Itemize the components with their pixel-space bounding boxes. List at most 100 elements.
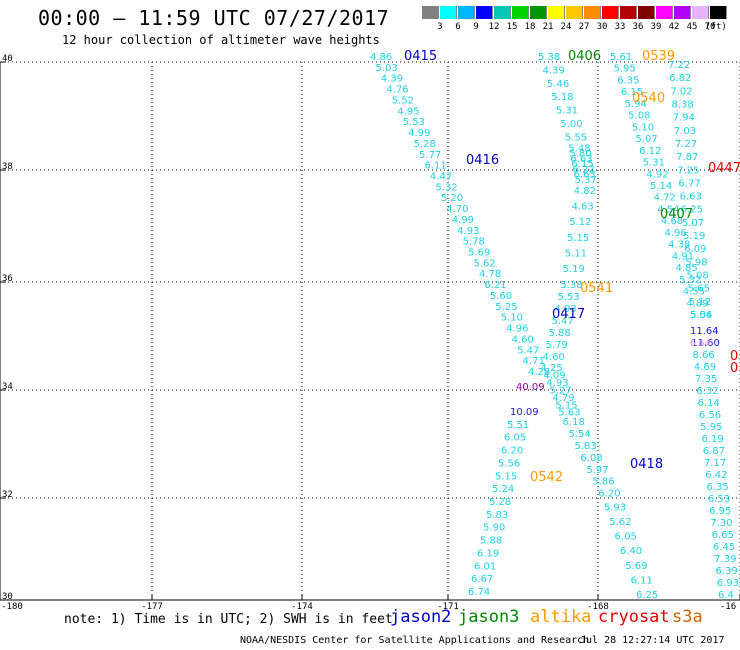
- scale-label: 36: [632, 22, 644, 32]
- swh-value: 6.18: [563, 417, 585, 428]
- swh-value: 5.32: [435, 182, 457, 193]
- swh-value: 5.47: [551, 316, 573, 327]
- swh-value: 5.88: [480, 536, 502, 547]
- swh-value: 5.55: [565, 132, 587, 143]
- scale-label: (ft): [705, 22, 727, 32]
- swh-value: 5.32: [679, 275, 701, 286]
- swh-value: 5.83: [574, 441, 596, 452]
- lat-label: 38: [2, 162, 13, 172]
- swh-value: 8.66: [693, 350, 715, 361]
- swh-value: 5.63: [558, 408, 580, 419]
- swh-value: 4.60: [512, 334, 534, 345]
- swh-value: 6.42: [705, 470, 727, 481]
- scale-swatch: [584, 6, 601, 19]
- lat-label: 34: [2, 382, 13, 392]
- swh-value: 5.28: [489, 497, 511, 508]
- swh-value: 6.35: [617, 75, 639, 86]
- swh-value: 6.67: [471, 574, 493, 585]
- swh-value: 5.27: [549, 385, 571, 396]
- swh-value: 6.20: [598, 489, 620, 500]
- scale-swatch: [638, 6, 655, 19]
- scale-swatch: [440, 6, 457, 19]
- scale-label: 70: [704, 22, 716, 32]
- swh-value: 5.12: [689, 297, 711, 308]
- scale-label: 39: [650, 22, 662, 32]
- swh-value: 5.53: [557, 292, 579, 303]
- lat-label: 36: [2, 274, 13, 284]
- swh-value: 5.69: [625, 561, 647, 572]
- swh-value: 5.28: [414, 139, 436, 150]
- swh-value: 5.54: [690, 310, 712, 321]
- swh-value: 5.00: [560, 119, 582, 130]
- swh-value: 4.38: [668, 240, 690, 251]
- scale-swatch: [602, 6, 619, 19]
- swh-value: 5.19: [683, 231, 705, 242]
- swh-value: 5.62: [474, 258, 496, 269]
- swh-value: 4.70: [446, 204, 468, 215]
- scale-swatch: [458, 6, 475, 19]
- swh-value: 6.77: [678, 178, 700, 189]
- pass-label: 0416: [466, 153, 499, 168]
- swh-value: 6.63: [680, 192, 702, 203]
- swh-value: 6.45: [713, 542, 735, 553]
- lon-label: -16: [719, 602, 737, 612]
- scale-label: 12: [488, 22, 500, 32]
- swh-value: 4.39: [381, 74, 403, 85]
- generation-timestamp: Jul 28 12:27:14 UTC 2017: [580, 635, 725, 646]
- swh-value: 5.95: [700, 422, 722, 433]
- swh-value: 5.08: [687, 271, 709, 282]
- swh-value: 5.38: [560, 280, 582, 291]
- swh-value: 5.31: [556, 106, 578, 117]
- lat-label: 40: [2, 54, 13, 64]
- swh-value: 7.27: [675, 139, 697, 150]
- satellite-altika: altika: [530, 607, 592, 627]
- scale-swatch: [512, 6, 529, 19]
- swh-value: 5.80: [569, 149, 591, 160]
- swh-value: 4.72: [654, 193, 676, 204]
- swh-value: 5.31: [643, 158, 665, 169]
- scale-label: 3: [437, 22, 443, 32]
- swh-value: 4.68: [661, 216, 683, 227]
- lon-label: -171: [437, 602, 459, 612]
- swh-value: 6.93: [717, 578, 739, 589]
- lat-label: 30: [2, 592, 13, 602]
- scale-label: 30: [596, 22, 608, 32]
- swh-value: 6.56: [699, 410, 721, 421]
- swh-value: 5.90: [483, 523, 505, 534]
- page-title: 00:00 – 11:59 UTC 07/27/2017: [38, 6, 390, 30]
- swh-value: 6.12: [639, 146, 661, 157]
- swh-value: 6.4: [718, 590, 734, 601]
- page-subtitle: 12 hour collection of altimeter wave hei…: [62, 33, 380, 47]
- swh-value: 6.63: [574, 170, 596, 181]
- scale-label: 33: [614, 22, 626, 32]
- swh-value: 6.21: [484, 280, 506, 291]
- swh-value: 10.09: [510, 407, 539, 418]
- swh-value: 6.63: [570, 154, 592, 165]
- swh-value: 6.15: [621, 87, 643, 98]
- swh-value: 5.15: [567, 233, 589, 244]
- pass-label: 0541: [580, 281, 613, 296]
- satellite-jason3: jason3: [458, 607, 520, 627]
- swh-value: 5.46: [547, 79, 569, 90]
- credit-line: NOAA/NESDIS Center for Satellite Applica…: [240, 635, 590, 646]
- swh-value: 4.25: [540, 363, 562, 374]
- swh-value: 5.10: [501, 313, 523, 324]
- swh-value: 4.55: [683, 287, 705, 298]
- swh-value: 7.39: [714, 554, 736, 565]
- swh-value: 5.24: [492, 484, 514, 495]
- swh-value: 4.96: [506, 324, 528, 335]
- swh-value: 5.12: [569, 217, 591, 228]
- swh-value: 6.14: [698, 398, 720, 409]
- swh-value: 5.62: [609, 517, 631, 528]
- scale-label: 6: [455, 22, 461, 32]
- swh-value: 6.74: [468, 587, 490, 598]
- swh-value: 4.09: [543, 371, 565, 382]
- scale-swatch: [476, 6, 493, 19]
- swh-value: 6.25: [681, 205, 703, 216]
- swh-value: 4.99: [452, 215, 474, 226]
- swh-value: 4.39: [542, 65, 564, 76]
- swh-value: 4.54: [657, 204, 679, 215]
- swh-value: 4.95: [397, 106, 419, 117]
- swh-value: 6.87: [703, 446, 725, 457]
